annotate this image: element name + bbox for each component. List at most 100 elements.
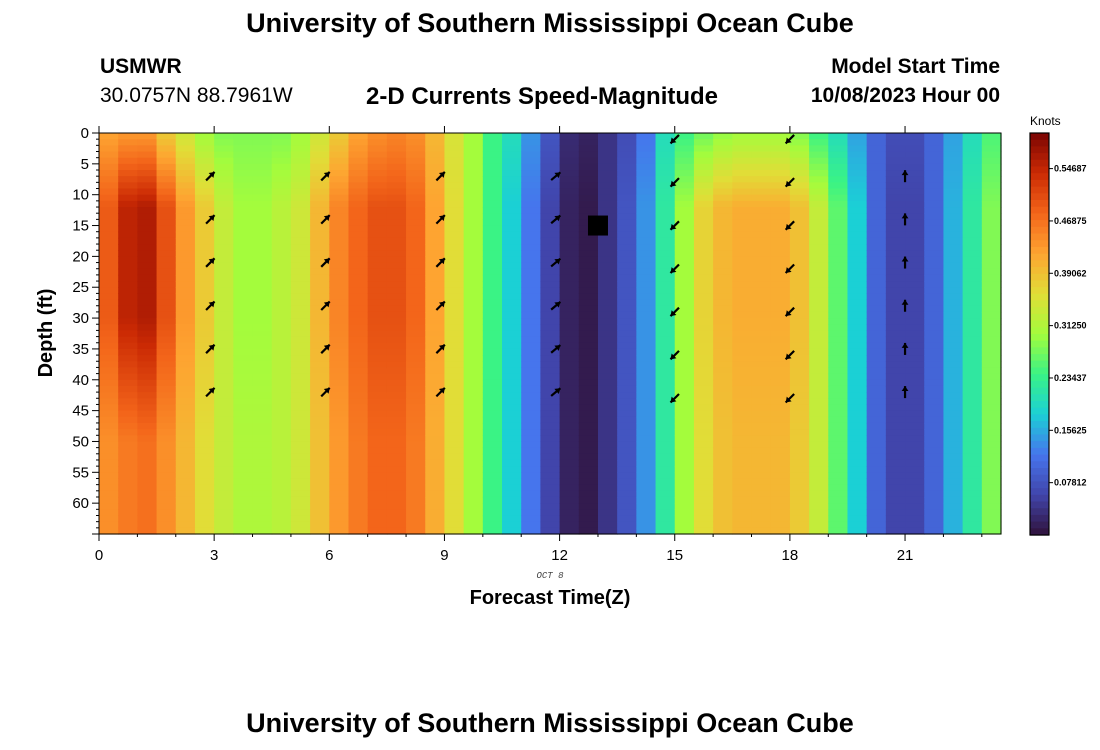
heatmap-cell [156,219,177,227]
heatmap-cell [943,200,964,208]
heatmap-cell [674,200,695,208]
heatmap-cell [214,385,234,393]
heatmap-cell [597,305,618,313]
heatmap-cell [693,496,714,504]
heatmap-cell [770,163,791,171]
colorbar-tick-label: 0.39062 [1054,268,1087,278]
heatmap-cell [732,163,753,171]
heatmap-cell [866,355,887,362]
heatmap-cell [444,170,465,177]
heatmap-cell [713,151,733,159]
heatmap-cell [386,336,407,344]
heatmap-cell [406,466,426,473]
heatmap-cell [751,299,772,307]
heatmap-cell [693,256,714,264]
heatmap-cell [329,256,350,264]
heatmap-cell [252,151,273,159]
colorbar-segment [1030,173,1049,181]
heatmap-cell [252,237,273,245]
heatmap-cell [310,472,330,480]
heatmap-cell [559,194,580,202]
heatmap-cell [847,435,868,443]
heatmap-cell [751,170,772,177]
heatmap-cell [482,404,503,412]
heatmap-cell [156,521,177,529]
heatmap-cell [943,453,964,461]
heatmap-cell [425,200,446,208]
heatmap-cell [194,176,215,183]
heatmap-cell [406,459,426,467]
heatmap-cell [674,379,695,387]
heatmap-cell [425,379,446,387]
heatmap-cell [578,139,599,146]
heatmap-cell [905,379,925,387]
heatmap-cell [540,133,561,140]
heatmap-cell [943,367,964,375]
heatmap-cell [578,305,599,313]
heatmap-cell [617,429,637,436]
heatmap-cell [713,367,733,375]
heatmap-cell [943,207,964,214]
heatmap-cell [866,447,887,455]
heatmap-cell [828,342,849,350]
heatmap-cell [521,207,541,214]
heatmap-cell [367,176,388,183]
heatmap-cell [770,398,791,406]
heatmap-cell [905,225,925,233]
heatmap-cell [233,281,254,288]
heatmap-cell [655,163,676,171]
heatmap-cell [924,429,945,436]
heatmap-cell [885,287,906,294]
heatmap-cell [636,299,657,307]
heatmap-cell [617,361,637,369]
heatmap-cell [962,324,983,332]
heatmap-cell [463,336,484,344]
heatmap-cell [540,250,561,257]
heatmap-cell [732,484,753,492]
heatmap-cell [943,157,964,165]
heatmap-cell [885,515,906,523]
heatmap-cell [751,157,772,165]
heatmap-cell [252,324,273,332]
heatmap-cell [540,453,561,461]
heatmap-cell [348,441,369,449]
heatmap-cell [751,133,772,140]
heatmap-cell [905,521,925,529]
heatmap-cell [99,157,119,165]
heatmap-cell [962,459,983,467]
heatmap-cell [789,429,810,436]
heatmap-cell [444,459,465,467]
heatmap-cell [636,274,657,282]
heatmap-cell [348,355,369,362]
heatmap-cell [540,324,561,332]
current-vector-arrow [784,220,795,231]
heatmap-cell [655,324,676,332]
heatmap-cell [905,429,925,436]
heatmap-cell [310,324,330,332]
heatmap-cell [597,262,618,270]
heatmap-cell [693,348,714,356]
heatmap-cell [348,459,369,467]
heatmap-cell [214,348,234,356]
heatmap-cell [406,453,426,461]
heatmap-cell [406,151,426,159]
heatmap-cell [214,355,234,362]
heatmap-cell [559,503,580,510]
heatmap-cell [194,355,215,362]
heatmap-cell [828,318,849,325]
heatmap-cell [617,348,637,356]
heatmap-cell [482,348,503,356]
heatmap-cell [636,336,657,344]
heatmap-cell [905,342,925,350]
heatmap-cell [540,466,561,473]
heatmap-cell [962,262,983,270]
heatmap-cell [770,336,791,344]
heatmap-cell [329,429,350,436]
heatmap-cell [329,490,350,498]
heatmap-cell [866,367,887,375]
heatmap-cell [693,305,714,313]
heatmap-cell [655,170,676,177]
heatmap-cell [655,385,676,393]
heatmap-cell [597,139,618,146]
heatmap-cell [674,262,695,270]
